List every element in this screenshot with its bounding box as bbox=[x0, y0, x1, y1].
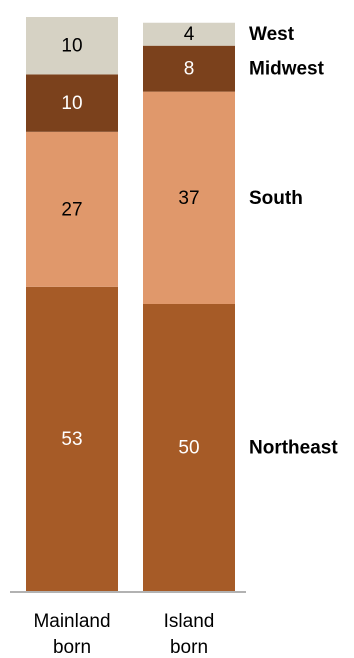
data-label: 37 bbox=[178, 188, 199, 209]
category-label: Island bbox=[164, 611, 215, 632]
bar-segment-west bbox=[143, 22, 235, 46]
legend-label-west: West bbox=[249, 24, 295, 45]
legend-label-midwest: Midwest bbox=[249, 59, 325, 80]
data-label: 4 bbox=[184, 24, 195, 45]
legend-label-northeast: Northeast bbox=[249, 438, 338, 459]
category-label: born bbox=[53, 637, 91, 658]
data-label: 50 bbox=[178, 438, 199, 459]
bar-segment-northeast bbox=[26, 286, 118, 591]
legend-label-south: South bbox=[249, 188, 303, 209]
data-label: 53 bbox=[61, 429, 82, 450]
bar-segment-south bbox=[143, 91, 235, 305]
bar-segment-midwest bbox=[26, 74, 118, 132]
category-label: Mainland bbox=[33, 611, 110, 632]
bar-segment-south bbox=[26, 131, 118, 287]
data-label: 27 bbox=[61, 199, 82, 220]
data-label: 10 bbox=[61, 93, 82, 114]
data-label: 8 bbox=[184, 59, 195, 80]
bar-segment-west bbox=[26, 17, 118, 75]
bar-segment-midwest bbox=[143, 45, 235, 92]
category-label: born bbox=[170, 637, 208, 658]
bar-segment-northeast bbox=[143, 304, 235, 591]
data-label: 10 bbox=[61, 36, 82, 57]
